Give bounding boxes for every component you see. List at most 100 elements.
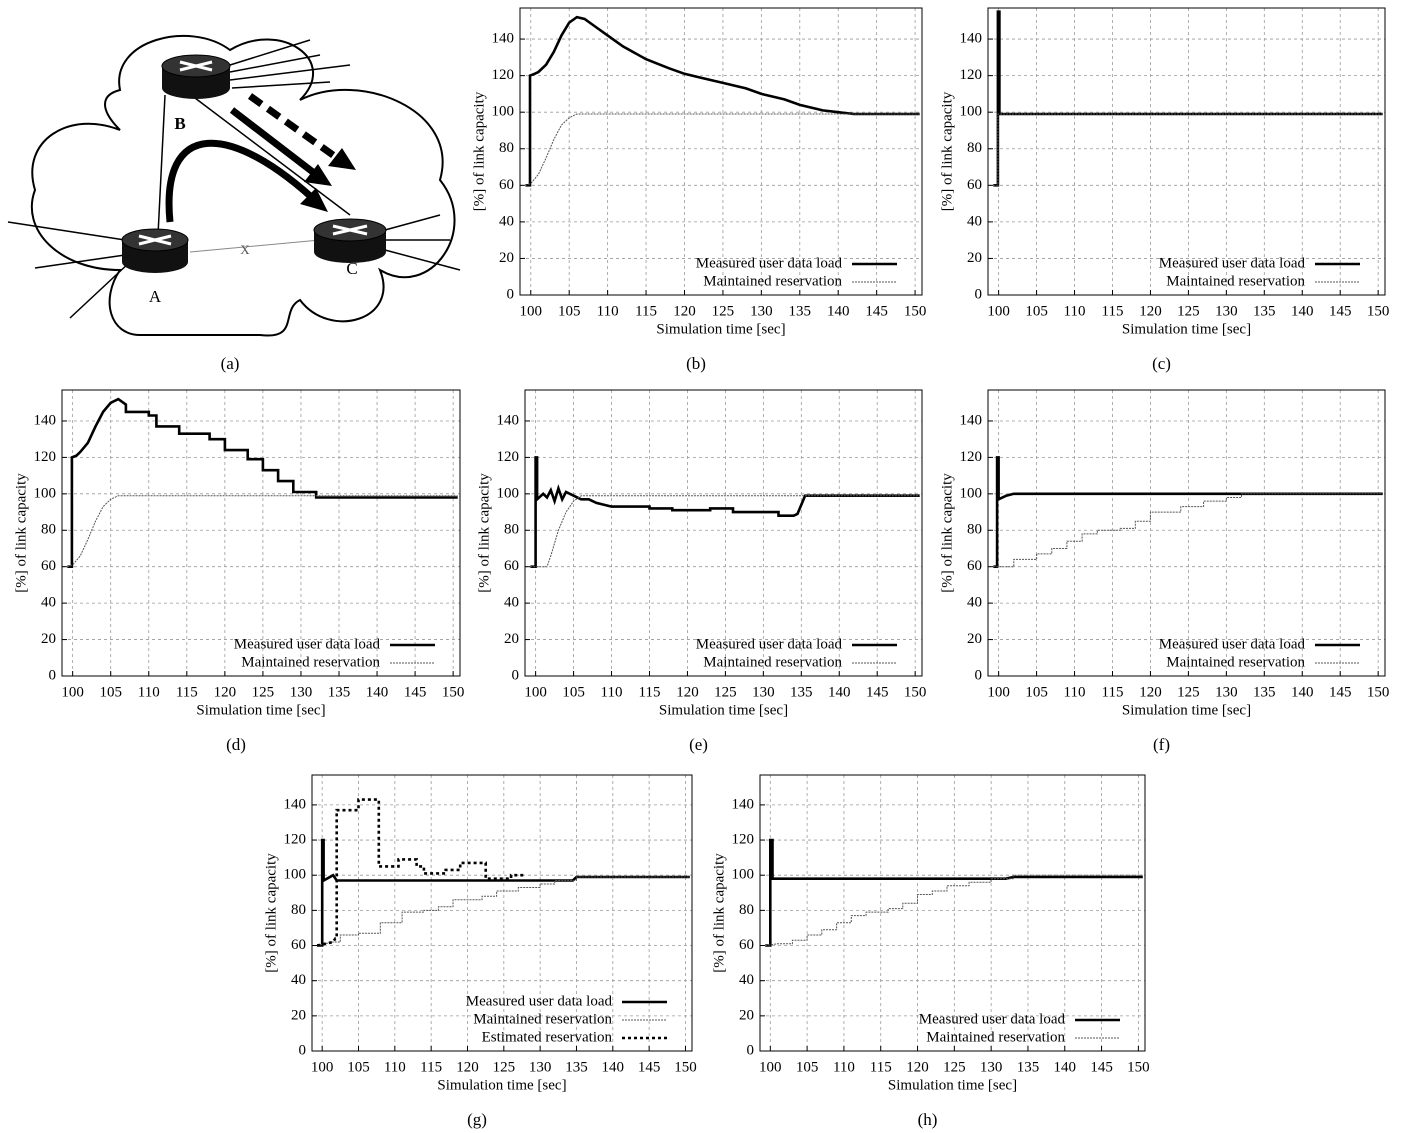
legend-label: Maintained reservation bbox=[1166, 273, 1305, 289]
y-tick-label: 60 bbox=[967, 558, 982, 574]
x-tick-label: 130 bbox=[290, 684, 313, 700]
series-line bbox=[317, 838, 690, 947]
x-tick-label: 145 bbox=[1090, 1059, 1113, 1075]
series-line bbox=[67, 495, 458, 568]
x-tick-label: 100 bbox=[987, 303, 1010, 319]
chart: 100 105 110 115 120 125 130 135 140 145 150 0 20 40 60… bbox=[13, 389, 464, 754]
x-axis-title: Simulation time [sec] bbox=[659, 702, 788, 718]
x-tick-label: 145 bbox=[404, 684, 427, 700]
x-tick-label: 100 bbox=[61, 684, 84, 700]
legend-label: Maintained reservation bbox=[703, 654, 842, 670]
series-line bbox=[993, 113, 1383, 186]
x-tick-label: 105 bbox=[347, 1059, 370, 1075]
y-tick-label: 0 bbox=[975, 667, 983, 683]
links bbox=[7, 39, 461, 319]
arrowhead bbox=[304, 164, 332, 186]
x-tick-label: 100 bbox=[311, 1059, 334, 1075]
x-tick-label: 140 bbox=[827, 303, 850, 319]
x-axis-title: Simulation time [sec] bbox=[1122, 702, 1251, 718]
link-label: X bbox=[240, 242, 250, 257]
caption: (f) bbox=[1153, 735, 1170, 754]
x-tick-label: 145 bbox=[1329, 684, 1352, 700]
y-tick-label: 40 bbox=[739, 972, 754, 988]
chart: 100 105 110 115 120 125 130 135 140 145 150 0 20 40 60… bbox=[939, 389, 1389, 754]
x-axis-title: Simulation time [sec] bbox=[437, 1077, 566, 1093]
x-tick-label: 115 bbox=[1102, 684, 1124, 700]
legend-label: Measured user data load bbox=[696, 636, 843, 652]
chart: 100 105 110 115 120 125 130 135 140 145 150 0 20 40 60… bbox=[263, 774, 697, 1129]
x-tick-label: 145 bbox=[1329, 303, 1352, 319]
y-axis-title: [%] of link capacity bbox=[263, 853, 279, 973]
caption: (c) bbox=[1152, 354, 1171, 373]
x-tick-label: 125 bbox=[1177, 684, 1200, 700]
y-tick-label: 140 bbox=[960, 412, 983, 428]
chart: 100 105 110 115 120 125 130 135 140 145 150 0 20 40 60… bbox=[939, 7, 1390, 373]
x-tick-label: 120 bbox=[1139, 303, 1162, 319]
x-tick-label: 110 bbox=[833, 1059, 855, 1075]
legend-label: Maintained reservation bbox=[926, 1029, 1065, 1045]
y-axis-title: [%] of link capacity bbox=[939, 473, 955, 593]
x-tick-label: 150 bbox=[1367, 303, 1390, 319]
legend-label: Measured user data load bbox=[696, 255, 843, 271]
caption: (b) bbox=[686, 354, 706, 373]
y-axis-title: [%] of link capacity bbox=[13, 473, 29, 593]
arrowhead bbox=[328, 148, 356, 170]
reroute-arrow bbox=[165, 139, 323, 223]
x-tick-label: 135 bbox=[1253, 303, 1276, 319]
x-tick-label: 110 bbox=[384, 1059, 406, 1075]
series-line bbox=[530, 495, 920, 568]
x-tick-label: 125 bbox=[943, 1059, 966, 1075]
y-tick-label: 140 bbox=[34, 412, 57, 428]
x-tick-label: 105 bbox=[796, 1059, 819, 1075]
y-axis-title: [%] of link capacity bbox=[476, 473, 492, 593]
x-tick-label: 140 bbox=[602, 1059, 625, 1075]
x-axis-title: Simulation time [sec] bbox=[888, 1077, 1017, 1093]
y-tick-label: 100 bbox=[34, 485, 57, 501]
legend-label: Estimated reservation bbox=[482, 1029, 613, 1045]
x-tick-label: 120 bbox=[1139, 684, 1162, 700]
legend-label: Maintained reservation bbox=[1166, 654, 1305, 670]
x-tick-label: 100 bbox=[987, 684, 1010, 700]
y-tick-label: 120 bbox=[492, 67, 515, 83]
x-axis-title: Simulation time [sec] bbox=[196, 702, 325, 718]
x-tick-label: 115 bbox=[176, 684, 198, 700]
y-tick-label: 80 bbox=[967, 140, 982, 156]
x-tick-label: 115 bbox=[870, 1059, 892, 1075]
x-tick-label: 125 bbox=[714, 684, 737, 700]
router bbox=[313, 218, 387, 263]
y-tick-label: 60 bbox=[291, 937, 306, 953]
x-tick-label: 135 bbox=[789, 303, 812, 319]
node-label: B bbox=[174, 114, 185, 133]
plot-frame bbox=[759, 774, 1146, 1052]
y-tick-label: 20 bbox=[739, 1007, 754, 1023]
arrowhead bbox=[300, 188, 328, 212]
x-tick-label: 125 bbox=[1177, 303, 1200, 319]
y-tick-label: 40 bbox=[291, 972, 306, 988]
flow-arrow bbox=[229, 107, 321, 179]
y-tick-label: 80 bbox=[967, 522, 982, 538]
plot-frame bbox=[61, 389, 461, 677]
chart: 100 105 110 115 120 125 130 135 140 145 150 0 20 40 60… bbox=[471, 7, 926, 373]
x-tick-label: 110 bbox=[601, 684, 623, 700]
x-tick-label: 125 bbox=[252, 684, 275, 700]
x-tick-label: 150 bbox=[674, 1059, 697, 1075]
y-tick-label: 20 bbox=[499, 250, 514, 266]
y-tick-label: 60 bbox=[967, 177, 982, 193]
y-tick-label: 120 bbox=[497, 449, 520, 465]
y-tick-label: 0 bbox=[49, 667, 57, 683]
y-tick-label: 60 bbox=[41, 558, 56, 574]
x-tick-label: 100 bbox=[520, 303, 543, 319]
y-tick-label: 140 bbox=[492, 31, 515, 47]
x-tick-label: 100 bbox=[759, 1059, 782, 1075]
x-tick-label: 110 bbox=[138, 684, 160, 700]
x-tick-label: 115 bbox=[639, 684, 661, 700]
y-axis-title: [%] of link capacity bbox=[711, 853, 727, 973]
node-label: C bbox=[346, 259, 357, 278]
y-tick-label: 100 bbox=[492, 104, 515, 120]
x-tick-label: 105 bbox=[1025, 684, 1048, 700]
y-tick-label: 20 bbox=[967, 631, 982, 647]
y-tick-label: 140 bbox=[284, 796, 307, 812]
y-tick-label: 120 bbox=[960, 449, 983, 465]
y-tick-label: 40 bbox=[499, 213, 514, 229]
x-axis-title: Simulation time [sec] bbox=[656, 321, 785, 337]
